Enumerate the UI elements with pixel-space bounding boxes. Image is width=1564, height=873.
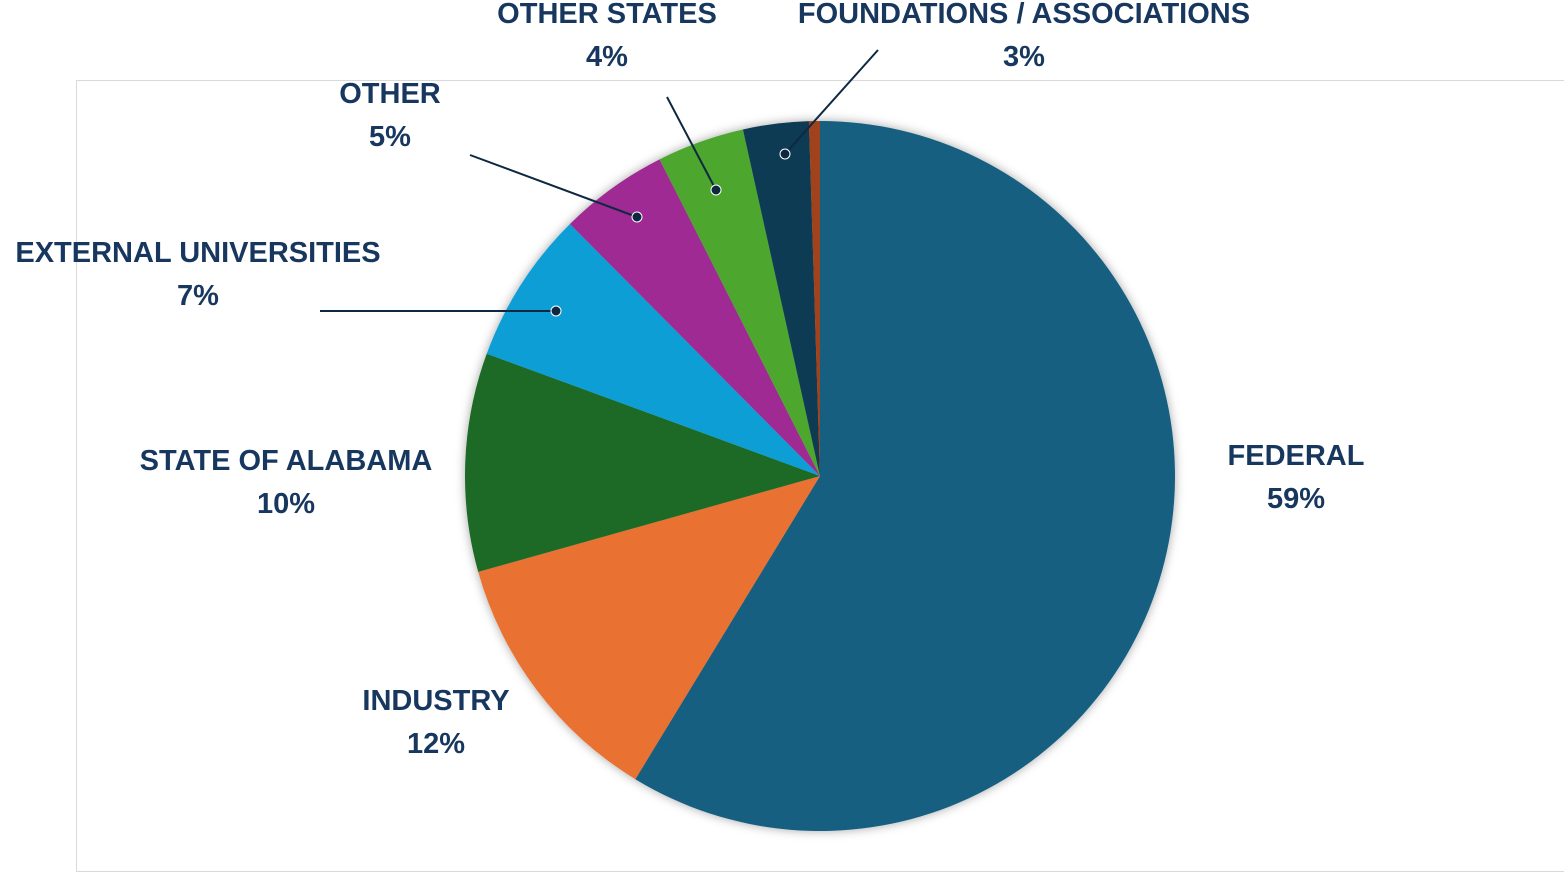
data-label: OTHER 5% (339, 78, 441, 153)
leader-dot (779, 148, 791, 160)
pie-slice (659, 129, 820, 476)
value-label: 7% (177, 280, 219, 312)
category-label: FEDERAL (1228, 440, 1365, 472)
pie-slice (464, 353, 820, 572)
value-label: 10% (257, 488, 315, 520)
leader-dot (710, 184, 722, 196)
category-label: INDUSTRY (362, 685, 509, 717)
category-label: STATE OF ALABAMA (140, 445, 433, 477)
category-label: OTHER (339, 78, 441, 110)
value-label: 12% (407, 728, 465, 760)
category-label: FOUNDATIONS / ASSOCIATIONS (798, 0, 1250, 30)
pie-slice (486, 223, 820, 476)
pie-slice (569, 159, 820, 476)
leader-dot (631, 211, 643, 223)
value-label: 5% (369, 121, 411, 153)
leader-line (784, 49, 879, 155)
data-label: STATE OF ALABAMA 10% (140, 445, 433, 520)
pie-slice (635, 121, 1175, 832)
data-label: OTHER STATES 4% (497, 0, 717, 73)
pie-slice (478, 476, 820, 780)
leader-line (469, 154, 638, 218)
data-label: EXTERNAL UNIVERSITIES 7% (15, 237, 380, 312)
plot-frame (76, 80, 1564, 872)
value-label: 3% (1003, 41, 1045, 73)
data-label: FEDERAL 59% (1228, 440, 1365, 515)
category-label: EXTERNAL UNIVERSITIES (15, 237, 380, 269)
pie-slice (808, 121, 820, 476)
pie-slice (742, 121, 820, 476)
leader-line (666, 96, 717, 191)
leader-dot (550, 305, 562, 317)
data-label: INDUSTRY 12% (362, 685, 509, 760)
value-label: 4% (586, 41, 628, 73)
category-label: OTHER STATES (497, 0, 717, 30)
value-label: 59% (1267, 483, 1325, 515)
data-label: FOUNDATIONS / ASSOCIATIONS 3% (798, 0, 1250, 73)
pie (464, 121, 1175, 832)
